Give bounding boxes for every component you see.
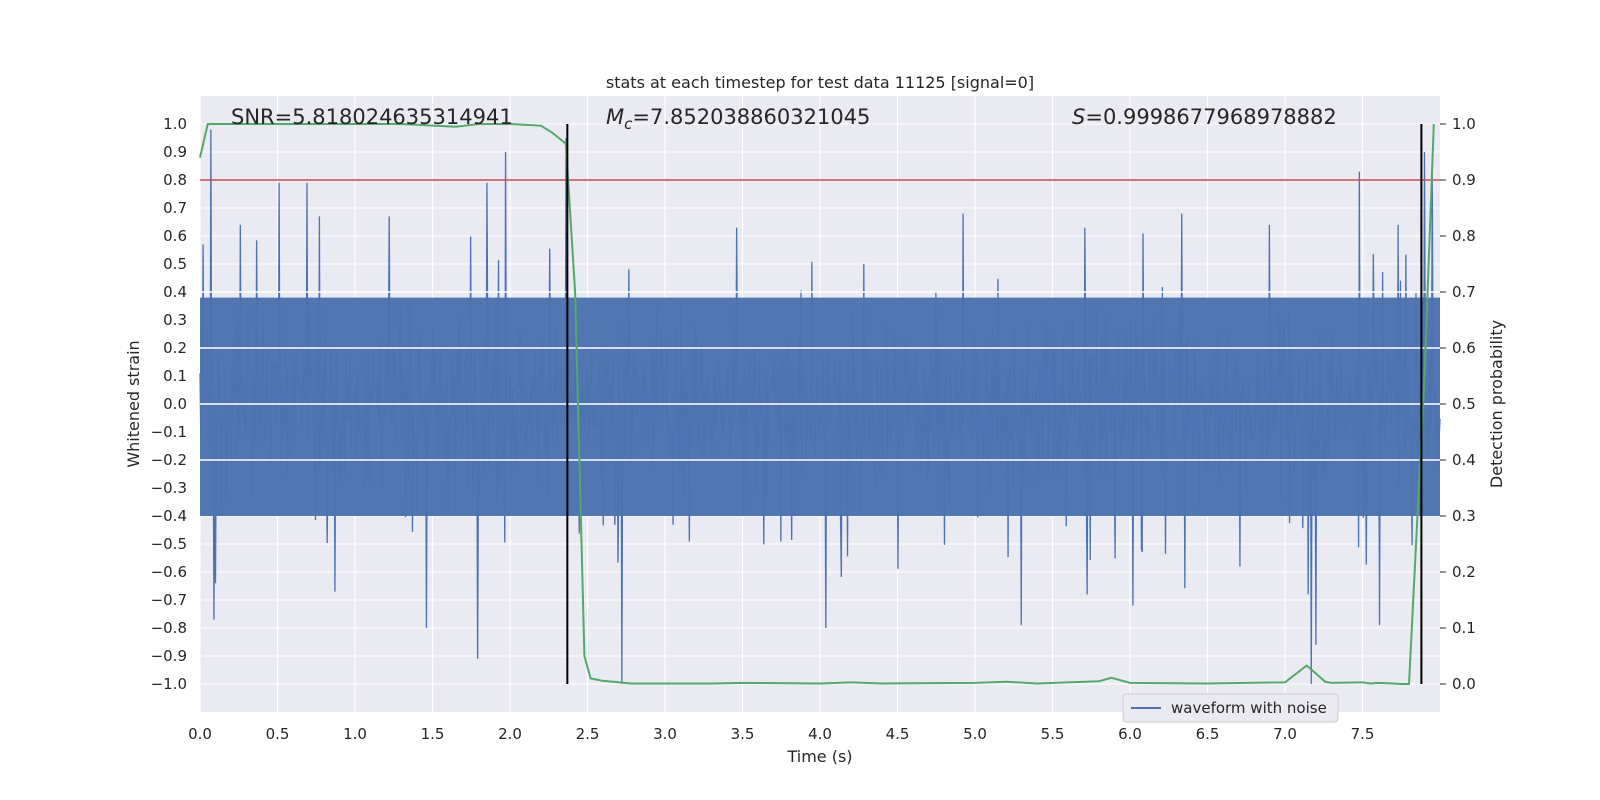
x-tick-label: 3.5 [731,725,755,743]
y-axis-label: Whitened strain [124,340,143,467]
y2-axis-label: Detection probability [1487,320,1506,488]
y2-tick-label: 0.5 [1452,395,1476,413]
chirp-mass-annotation: Mc=7.852038860321045 [606,105,870,133]
y-tick-label: −0.1 [151,423,187,441]
x-tick-label: 5.0 [963,725,987,743]
chart-title: stats at each timestep for test data 111… [606,73,1034,92]
y2-tick-label: 0.3 [1452,507,1476,525]
y-tick-label: 1.0 [163,115,187,133]
probability-line [199,123,1435,685]
y2-tick-label: 0.8 [1452,227,1476,245]
y-tick-label: −1.0 [151,675,187,693]
x-tick-label: 7.5 [1351,725,1375,743]
y2-tick-label: 1.0 [1452,115,1476,133]
tick-labels: 0.0 0.5 1.0 1.5 2.0 2.5 3.0 3.5 4.0 4.5 5.0 5.5 6.0 6… [151,115,1476,743]
x-tick-label: 2.5 [576,725,600,743]
x-tick-label: 6.0 [1118,725,1142,743]
x-tick-label: 6.5 [1196,725,1220,743]
y-tick-label: 0.2 [163,339,187,357]
y-tick-label: −0.2 [151,451,187,469]
y2-tick-label: 0.4 [1452,451,1476,469]
threshold-layer [200,179,1440,461]
strain-series [199,129,1441,685]
x-tick-label: 7.0 [1273,725,1297,743]
y-tick-label: 0.9 [163,143,187,161]
y-tick-label: −0.9 [151,647,187,665]
x-tick-label: 0.5 [266,725,290,743]
x-tick-label: 4.0 [808,725,832,743]
x-tick-label: 1.5 [421,725,445,743]
y-tick-label: 0.4 [163,283,187,301]
x-tick-label: 1.0 [343,725,367,743]
x-tick-label: 2.0 [498,725,522,743]
y-tick-label: −0.6 [151,563,187,581]
y2-tick-label: 0.0 [1452,675,1476,693]
snr-annotation: SNR=5.818024635314941 [231,105,513,129]
x-tick-label: 3.0 [653,725,677,743]
s-symbol: S [1072,105,1085,129]
y-tick-label: −0.5 [151,535,187,553]
chirp-mass-subscript: c [624,115,633,133]
strain-core-band [200,297,1440,516]
y-tick-label: 0.8 [163,171,187,189]
probability-series [199,123,1435,685]
s-value: =0.9998677968978882 [1085,105,1336,129]
y2-tick-label: 0.6 [1452,339,1476,357]
legend: waveform with noise [1122,693,1339,723]
y2-tick-label: 0.1 [1452,619,1476,637]
y-tick-label: 0.1 [163,367,187,385]
legend-label: waveform with noise [1171,699,1327,717]
y-tick-label: −0.4 [151,507,187,525]
y-tick-label: 0.0 [163,395,187,413]
y-tick-label: 0.6 [163,227,187,245]
y-tick-label: −0.8 [151,619,187,637]
x-axis-label: Time (s) [786,747,852,766]
s-annotation: S=0.9998677968978882 [1072,105,1337,129]
y-tick-label: 0.5 [163,255,187,273]
x-tick-label: 5.5 [1041,725,1065,743]
y-tick-label: −0.3 [151,479,187,497]
chirp-mass-value: =7.852038860321045 [632,105,870,129]
y-tick-label: −0.7 [151,591,187,609]
y-tick-label: 0.3 [163,311,187,329]
legend-box [1122,693,1339,723]
y2-tick-label: 0.2 [1452,563,1476,581]
x-tick-label: 0.0 [188,725,212,743]
y-tick-label: 0.7 [163,199,187,217]
chirp-mass-symbol: M [606,105,624,129]
x-tick-label: 4.5 [886,725,910,743]
vertical-markers [566,124,1423,684]
y2-tick-label: 0.7 [1452,283,1476,301]
y2-tick-label: 0.9 [1452,171,1476,189]
